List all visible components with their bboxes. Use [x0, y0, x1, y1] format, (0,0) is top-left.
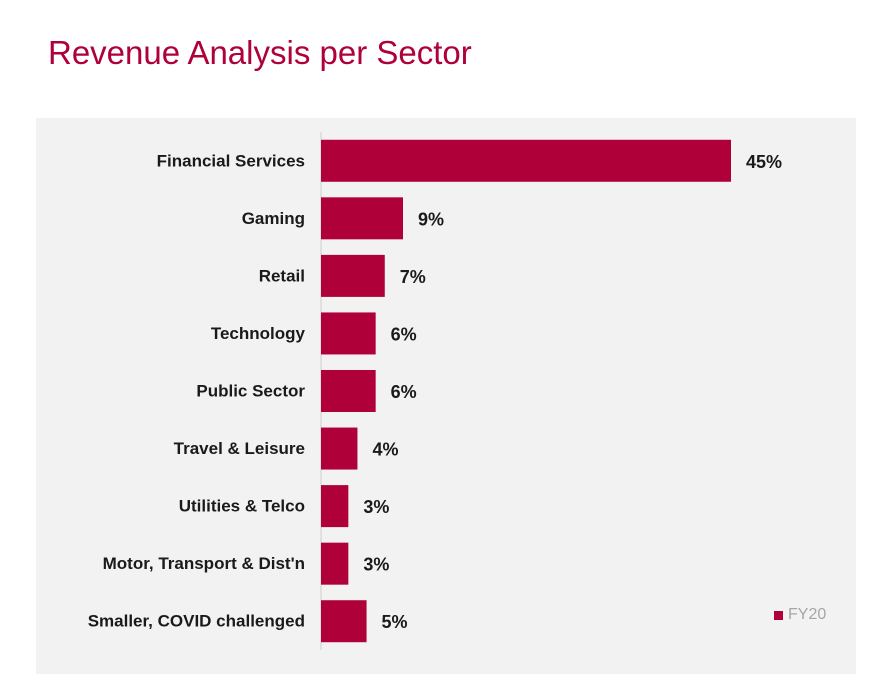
category-label: Gaming — [242, 209, 305, 228]
bar — [321, 254, 385, 297]
data-label: 3% — [363, 555, 389, 575]
bar — [321, 139, 731, 182]
bar — [321, 427, 358, 470]
data-label: 4% — [372, 440, 398, 460]
data-label: 9% — [418, 209, 444, 229]
bar — [321, 312, 376, 355]
bar — [321, 600, 367, 643]
chart-legend: FY20 — [774, 606, 826, 624]
category-label: Utilities & Telco — [179, 497, 305, 516]
data-label: 6% — [391, 382, 417, 402]
data-label: 3% — [363, 497, 389, 517]
bar-chart: Financial Services Gaming Retail Technology… — [88, 132, 782, 650]
bar — [321, 542, 349, 585]
category-label: Public Sector — [196, 382, 305, 401]
legend-label-fy20: FY20 — [788, 606, 827, 623]
category-label: Financial Services — [157, 151, 305, 170]
category-label: Motor, Transport & Dist'n — [103, 554, 305, 573]
category-label: Retail — [259, 266, 305, 285]
page-title: Revenue Analysis per Sector — [48, 34, 472, 71]
chart-panel: Financial Services Gaming Retail Technology… — [36, 118, 856, 674]
bar — [321, 197, 403, 240]
bar — [321, 485, 349, 528]
category-label: Smaller, COVID challenged — [88, 612, 305, 631]
category-label: Travel & Leisure — [174, 439, 305, 458]
bar — [321, 370, 376, 412]
data-label: 7% — [400, 267, 426, 287]
data-label: 6% — [391, 324, 417, 344]
data-label: 5% — [382, 612, 408, 632]
category-label: Technology — [211, 324, 306, 343]
data-label: 45% — [746, 152, 782, 172]
legend-swatch-fy20 — [774, 610, 783, 620]
